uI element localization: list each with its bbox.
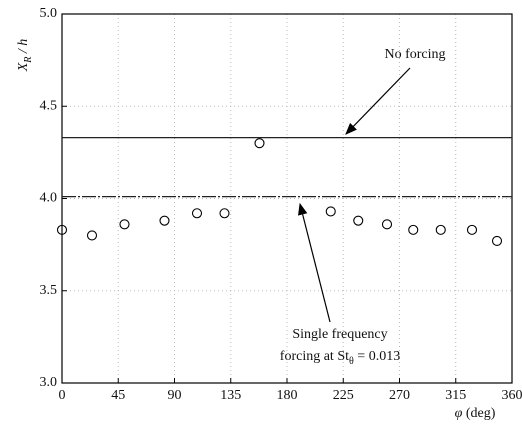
symbol: φ xyxy=(455,406,463,421)
x-tick-label: 315 xyxy=(445,388,466,403)
y-tick-label: 3.0 xyxy=(40,375,58,390)
data-point xyxy=(408,224,419,235)
data-point xyxy=(191,208,203,219)
x-tick-label: 45 xyxy=(111,388,125,403)
subscript: θ xyxy=(349,356,354,367)
data-point xyxy=(86,230,98,241)
data-point xyxy=(159,215,170,226)
arrow xyxy=(298,202,331,323)
x-tick-label: 360 xyxy=(502,388,522,403)
text-part: X xyxy=(16,62,31,72)
x-tick-label: 135 xyxy=(220,388,241,403)
arrow xyxy=(345,67,411,135)
y-tick-label: 3.5 xyxy=(40,283,58,298)
y-tick-label: 5.0 xyxy=(40,6,58,21)
data-point xyxy=(491,235,503,246)
data-point xyxy=(119,219,130,230)
text-part: = 0.013 xyxy=(354,349,400,364)
data-point xyxy=(381,219,393,230)
text-part: / h xyxy=(16,39,31,57)
x-tick-label: 225 xyxy=(333,388,354,403)
y-axis-label: XR / h xyxy=(16,39,34,73)
data-point xyxy=(353,215,364,226)
text-part: forcing at St xyxy=(280,349,349,364)
data-point xyxy=(254,138,265,149)
x-tick-label: 180 xyxy=(277,388,298,403)
data-point xyxy=(56,224,68,235)
x-tick-label: 90 xyxy=(168,388,182,403)
annotation: forcing at Stθ = 0.013 xyxy=(280,349,400,367)
data-point xyxy=(325,206,336,217)
annotation: Single frequency xyxy=(292,327,387,342)
x-tick-label: 270 xyxy=(389,388,410,403)
annotation: No forcing xyxy=(384,47,445,62)
data-point xyxy=(466,224,478,235)
x-axis-label: φ (deg) xyxy=(455,406,496,421)
text-part: (deg) xyxy=(462,406,495,421)
data-point xyxy=(219,208,230,219)
y-tick-label: 4.5 xyxy=(40,98,58,113)
plot-frame xyxy=(61,13,513,384)
y-tick-label: 4.0 xyxy=(40,191,58,206)
x-tick-label: 0 xyxy=(59,388,66,403)
data-point xyxy=(435,224,446,235)
subscript: R xyxy=(23,57,34,64)
